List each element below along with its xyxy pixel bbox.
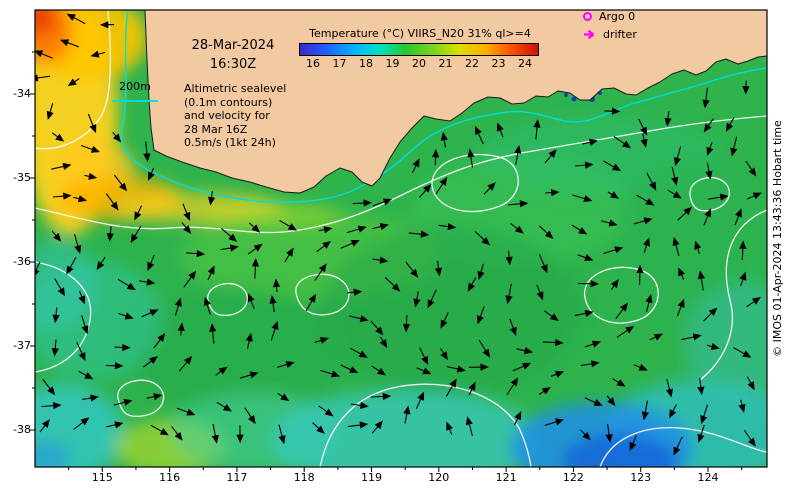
colorbar-tick-label: 23: [491, 57, 506, 70]
map-legend: Argo 0 drifter: [583, 7, 637, 43]
map-date: 28-Mar-2024: [191, 38, 275, 53]
map-frame: [34, 9, 768, 468]
colorbar-title: Temperature (°C) VIIRS_N20 31% ql>=4: [309, 27, 531, 40]
colorbar-tick-label: 20: [412, 57, 426, 70]
lat-tick-label: -38: [13, 423, 31, 436]
lon-tick-label: 120: [428, 471, 450, 484]
colorbar-tick-label: 19: [385, 57, 400, 70]
drifter-arrow-icon: [584, 29, 595, 39]
isobath-legend-label: 200m: [119, 80, 151, 93]
colorbar-tick-label: 22: [465, 57, 479, 70]
annotation-line: Altimetric sealevel: [184, 82, 287, 95]
lat-tick-label: -36: [13, 255, 31, 268]
lon-tick-label: 121: [495, 471, 517, 484]
colorbar-tick-label: 21: [438, 57, 453, 70]
annotation-line: (0.1m contours): [184, 95, 273, 109]
argo-marker-icon: [583, 11, 592, 21]
colorbar: Temperature (°C) VIIRS_N20 31% ql>=4 16 1…: [298, 27, 542, 70]
lon-tick-label: 124: [697, 471, 719, 484]
annotation-block: Altimetric sealevel (0.1m contours) and …: [184, 82, 286, 150]
drifter-label: drifter: [603, 27, 637, 41]
lat-tick-label: -37: [13, 339, 31, 352]
lon-tick-label: 123: [630, 471, 652, 484]
lon-tick-label: 116: [159, 471, 181, 484]
lat-tick-label: -34: [13, 87, 31, 100]
annotation-line: 28 Mar 16Z: [184, 122, 248, 136]
colorbar-gradient: [299, 43, 539, 56]
colorbar-tick-label: 16: [306, 57, 320, 70]
lon-tick-label: 118: [293, 471, 315, 484]
colorbar-ticks: 16 17 18 19 20 21 22 23 24: [298, 56, 540, 70]
annotation-line: 0.5m/s (1kt 24h): [184, 136, 276, 149]
colorbar-tick-label: 17: [332, 57, 347, 70]
legend-argo: Argo 0: [583, 7, 637, 25]
lon-tick-label: 115: [91, 471, 113, 484]
lat-tick-label: -35: [13, 171, 31, 184]
axis-ticks: [30, 51, 743, 472]
isobath-200m-line: [120, 10, 767, 203]
credit-text: © IMOS 01-Apr-2024 13:43:36 Hobart time: [771, 120, 784, 357]
timestamp-block: 28-Mar-2024 16:30Z: [185, 36, 281, 74]
colorbar-tick-label: 24: [518, 57, 532, 70]
argo-label: Argo 0: [599, 9, 636, 23]
colorbar-tick-label: 18: [359, 57, 373, 70]
annotation-line: and velocity for: [184, 109, 270, 122]
sealevel-contours: [35, 10, 767, 467]
map-time: 16:30Z: [209, 57, 257, 72]
isobath-legend-line: [112, 100, 158, 102]
lon-tick-label: 119: [361, 471, 382, 484]
lon-tick-label: 117: [226, 471, 248, 484]
velocity-arrows: [35, 13, 762, 456]
legend-drifter: drifter: [583, 25, 637, 43]
lon-tick-label: 122: [562, 471, 584, 484]
